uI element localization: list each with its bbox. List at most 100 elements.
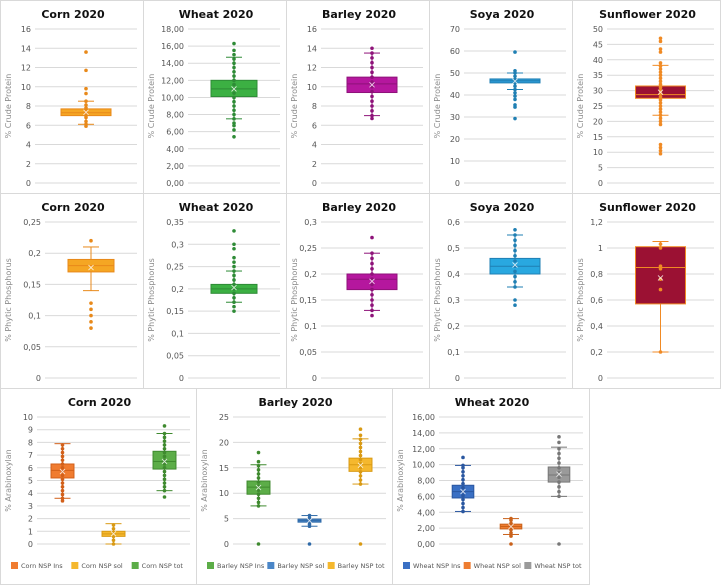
y-axis-label: % Crude Protein [290,74,299,139]
data-point [658,47,663,51]
box-iqr [635,246,686,305]
legend-label: Corn NSP tot [142,562,184,570]
data-point [111,523,116,527]
data-point [370,303,374,307]
data-point [84,91,88,96]
data-point [513,91,517,95]
data-point [60,499,65,503]
y-tick-label: 3 [28,502,33,511]
data-point [557,446,561,451]
y-tick-label: 15 [593,133,603,142]
data-point [162,469,167,474]
data-point [162,481,167,485]
legend-label: Barley NSP Ins [217,562,265,570]
data-point [658,70,663,74]
box-series-wheat-nsp-tot [547,435,571,546]
y-tick-label: 50 [593,25,603,34]
data-point [513,303,517,307]
data-point [513,84,517,88]
legend-swatch [131,562,139,569]
data-point [60,477,65,482]
y-tick-label: 5 [28,477,33,486]
data-point [461,505,465,510]
y-tick-label: 4 [28,489,33,498]
y-tick-label: 2 [312,160,317,169]
data-point [232,123,236,128]
chart-svg: Barley 2020 % Phytic Phosphorus 0 0,05 0,1 0,… [290,201,423,383]
y-tick-label: 0,15 [23,280,41,289]
mean-marker [460,488,466,495]
y-tick-label: 1 [598,244,603,253]
data-point [658,61,663,65]
data-point [162,424,167,428]
chart-title: Barley 2020 [322,201,396,214]
data-point [557,489,561,494]
data-point [358,542,363,546]
y-tick-label: 0,15 [166,307,184,316]
data-point [162,435,167,440]
data-point [513,248,517,253]
data-point [513,50,517,54]
y-tick-label: 0,1 [171,329,184,338]
box-series-barley [346,235,398,318]
y-tick-label: 0,25 [166,263,184,272]
data-point [256,504,261,508]
y-tick-label: 12 [307,64,317,73]
chart-panel-soya-cp: Soya 2020 % Crude Protein 0 10 20 30 40 50 60 70 [429,0,573,194]
data-point [162,462,167,466]
data-point [232,99,236,104]
legend-label: Barley NSP sol [277,562,324,570]
legend-label: Corn NSP sol [81,562,123,570]
legend-swatch [207,562,214,569]
box-series-barley [346,46,398,121]
data-point [461,497,465,502]
data-point [370,60,374,65]
data-point [513,280,517,284]
data-point [358,427,363,431]
data-point [370,51,374,55]
y-axis-label: % Crude Protein [147,74,156,139]
data-point [370,46,374,51]
y-tick-label: 6,00 [417,492,435,501]
legend-label: Corn NSP Ins [21,562,63,570]
y-tick-label: 20 [593,117,603,126]
data-point [232,264,236,269]
data-point [232,255,236,260]
data-point [658,101,663,105]
mean-marker [110,531,117,537]
mean-marker [512,262,518,268]
mean-marker [357,462,364,469]
legend-label: Barley NSP tot [338,562,385,570]
data-point [461,493,465,498]
data-point [658,76,663,81]
data-point [370,235,374,240]
data-point [162,446,167,451]
y-tick-label: 14,00 [412,429,435,438]
data-point [358,457,363,462]
y-tick-label: 0,35 [166,218,184,227]
data-point [658,116,663,121]
y-tick-label: 8 [28,438,33,447]
box-series-corn [60,50,112,129]
y-tick-label: 2 [28,515,33,524]
data-point [60,466,65,470]
y-tick-label: 4 [312,141,317,150]
data-point [256,488,261,492]
data-point [658,287,663,292]
data-point [111,542,116,546]
data-point [232,74,236,78]
chart-panel-barley-cp: Barley 2020 % Crude Protein 0 2 4 6 8 10 12 14 16 [286,0,430,194]
data-point [256,459,261,464]
data-point [307,516,312,520]
mean-marker [231,284,237,291]
data-point [370,282,374,287]
data-point [557,456,561,461]
data-point [370,65,374,70]
data-point [232,304,236,309]
data-point [370,256,374,261]
y-tick-label: 2,00 [417,524,435,533]
box-series-soya [489,228,541,307]
data-point [232,78,236,83]
y-tick-label: 0,00 [166,179,184,188]
box-series-barley-nsp-tot [348,427,373,546]
